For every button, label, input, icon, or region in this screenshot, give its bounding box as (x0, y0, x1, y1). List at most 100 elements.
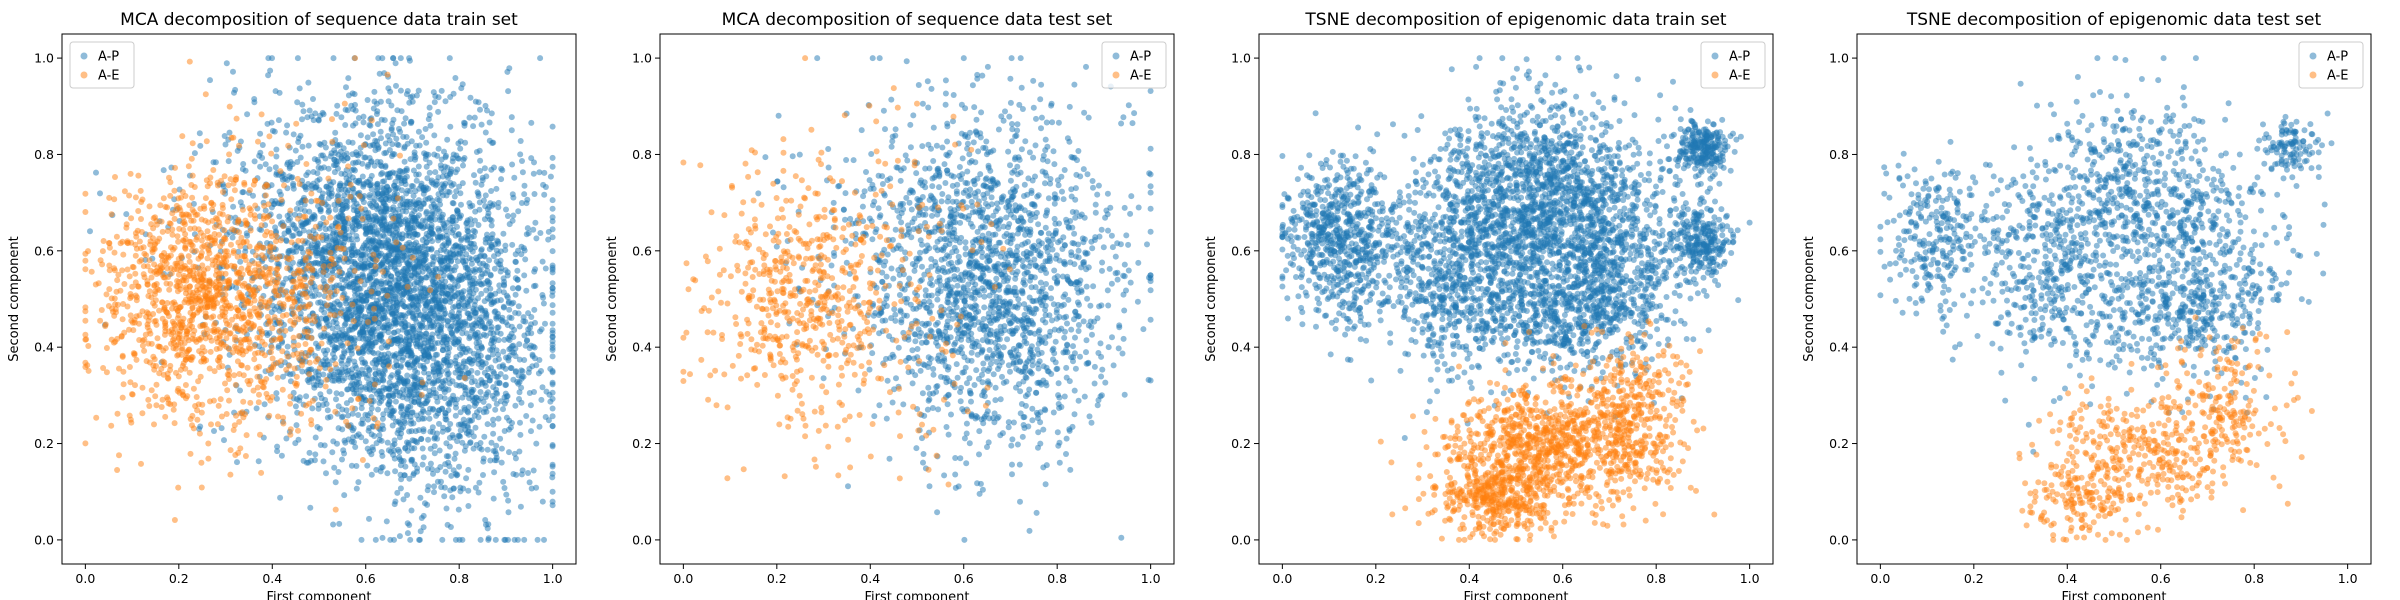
data-point (460, 259, 467, 265)
data-point (438, 478, 444, 485)
data-point (324, 318, 331, 325)
data-point (449, 229, 456, 236)
data-point (495, 356, 502, 363)
data-point (452, 450, 459, 457)
data-point (384, 258, 391, 265)
data-point (500, 348, 507, 355)
data-point (354, 345, 361, 352)
data-point (284, 122, 291, 129)
data-point (397, 485, 404, 492)
data-point (229, 234, 236, 241)
data-point (527, 402, 534, 409)
data-point (258, 469, 265, 476)
data-point (393, 135, 400, 142)
data-point (398, 405, 405, 412)
data-point (399, 231, 406, 238)
data-point (402, 181, 409, 188)
data-point (431, 450, 438, 457)
data-point (412, 263, 418, 270)
data-point (547, 398, 554, 405)
data-point (243, 432, 250, 439)
data-point (334, 102, 341, 109)
data-point (541, 536, 547, 543)
data-point (299, 143, 306, 150)
data-point (439, 290, 445, 297)
data-point (368, 288, 375, 295)
data-point (406, 57, 413, 64)
data-point (359, 215, 366, 222)
data-point (432, 93, 439, 100)
data-point (281, 182, 287, 189)
data-point (461, 404, 468, 411)
data-point (390, 55, 397, 62)
data-point (400, 412, 407, 418)
data-point (459, 330, 466, 337)
data-point (236, 371, 243, 377)
data-point (82, 440, 89, 447)
data-point (412, 368, 419, 374)
data-point (153, 381, 160, 388)
data-point (549, 422, 556, 429)
data-point (284, 265, 291, 272)
data-point (344, 340, 351, 347)
data-point (421, 257, 428, 264)
data-point (384, 325, 391, 332)
data-point (300, 249, 307, 256)
data-point (430, 390, 437, 396)
data-point (411, 247, 418, 254)
data-point (244, 364, 251, 371)
data-point (391, 182, 397, 189)
data-point (292, 225, 298, 232)
data-point (93, 169, 99, 176)
data-point (512, 259, 519, 265)
data-point (312, 434, 319, 441)
data-point (325, 165, 332, 172)
data-point (446, 55, 453, 62)
data-point (394, 255, 401, 262)
data-point (247, 227, 254, 234)
data-point (434, 152, 441, 159)
data-point (337, 301, 344, 308)
data-point (512, 455, 519, 462)
data-point (127, 170, 134, 177)
data-point (494, 380, 501, 386)
data-point (93, 414, 100, 421)
data-point (484, 421, 491, 428)
data-point (469, 325, 476, 332)
data-point (371, 305, 377, 312)
data-point (377, 128, 384, 135)
data-point (405, 403, 412, 410)
data-point (413, 333, 420, 340)
data-point (385, 252, 392, 259)
data-point (432, 351, 439, 358)
data-point (421, 285, 428, 292)
data-point (370, 326, 377, 333)
data-point (486, 137, 493, 144)
data-point (320, 246, 327, 253)
data-point (532, 219, 539, 226)
data-point (266, 412, 273, 419)
data-point (253, 405, 260, 412)
data-point (477, 323, 484, 330)
data-point (431, 489, 437, 496)
data-point (528, 119, 535, 126)
data-point (407, 417, 414, 424)
data-point (464, 430, 470, 437)
data-point (355, 159, 362, 166)
data-point (464, 266, 471, 273)
data-point (367, 346, 374, 353)
data-point (335, 425, 342, 432)
data-point (409, 254, 416, 261)
data-point (487, 330, 494, 337)
data-point (423, 163, 430, 170)
data-point (482, 129, 489, 136)
data-point (487, 235, 494, 242)
data-point (500, 230, 507, 237)
data-point (379, 55, 386, 62)
data-point (462, 391, 469, 397)
data-point (510, 471, 517, 477)
data-point (454, 258, 461, 265)
data-point (465, 310, 472, 317)
data-point (444, 254, 450, 261)
data-point (146, 231, 153, 238)
